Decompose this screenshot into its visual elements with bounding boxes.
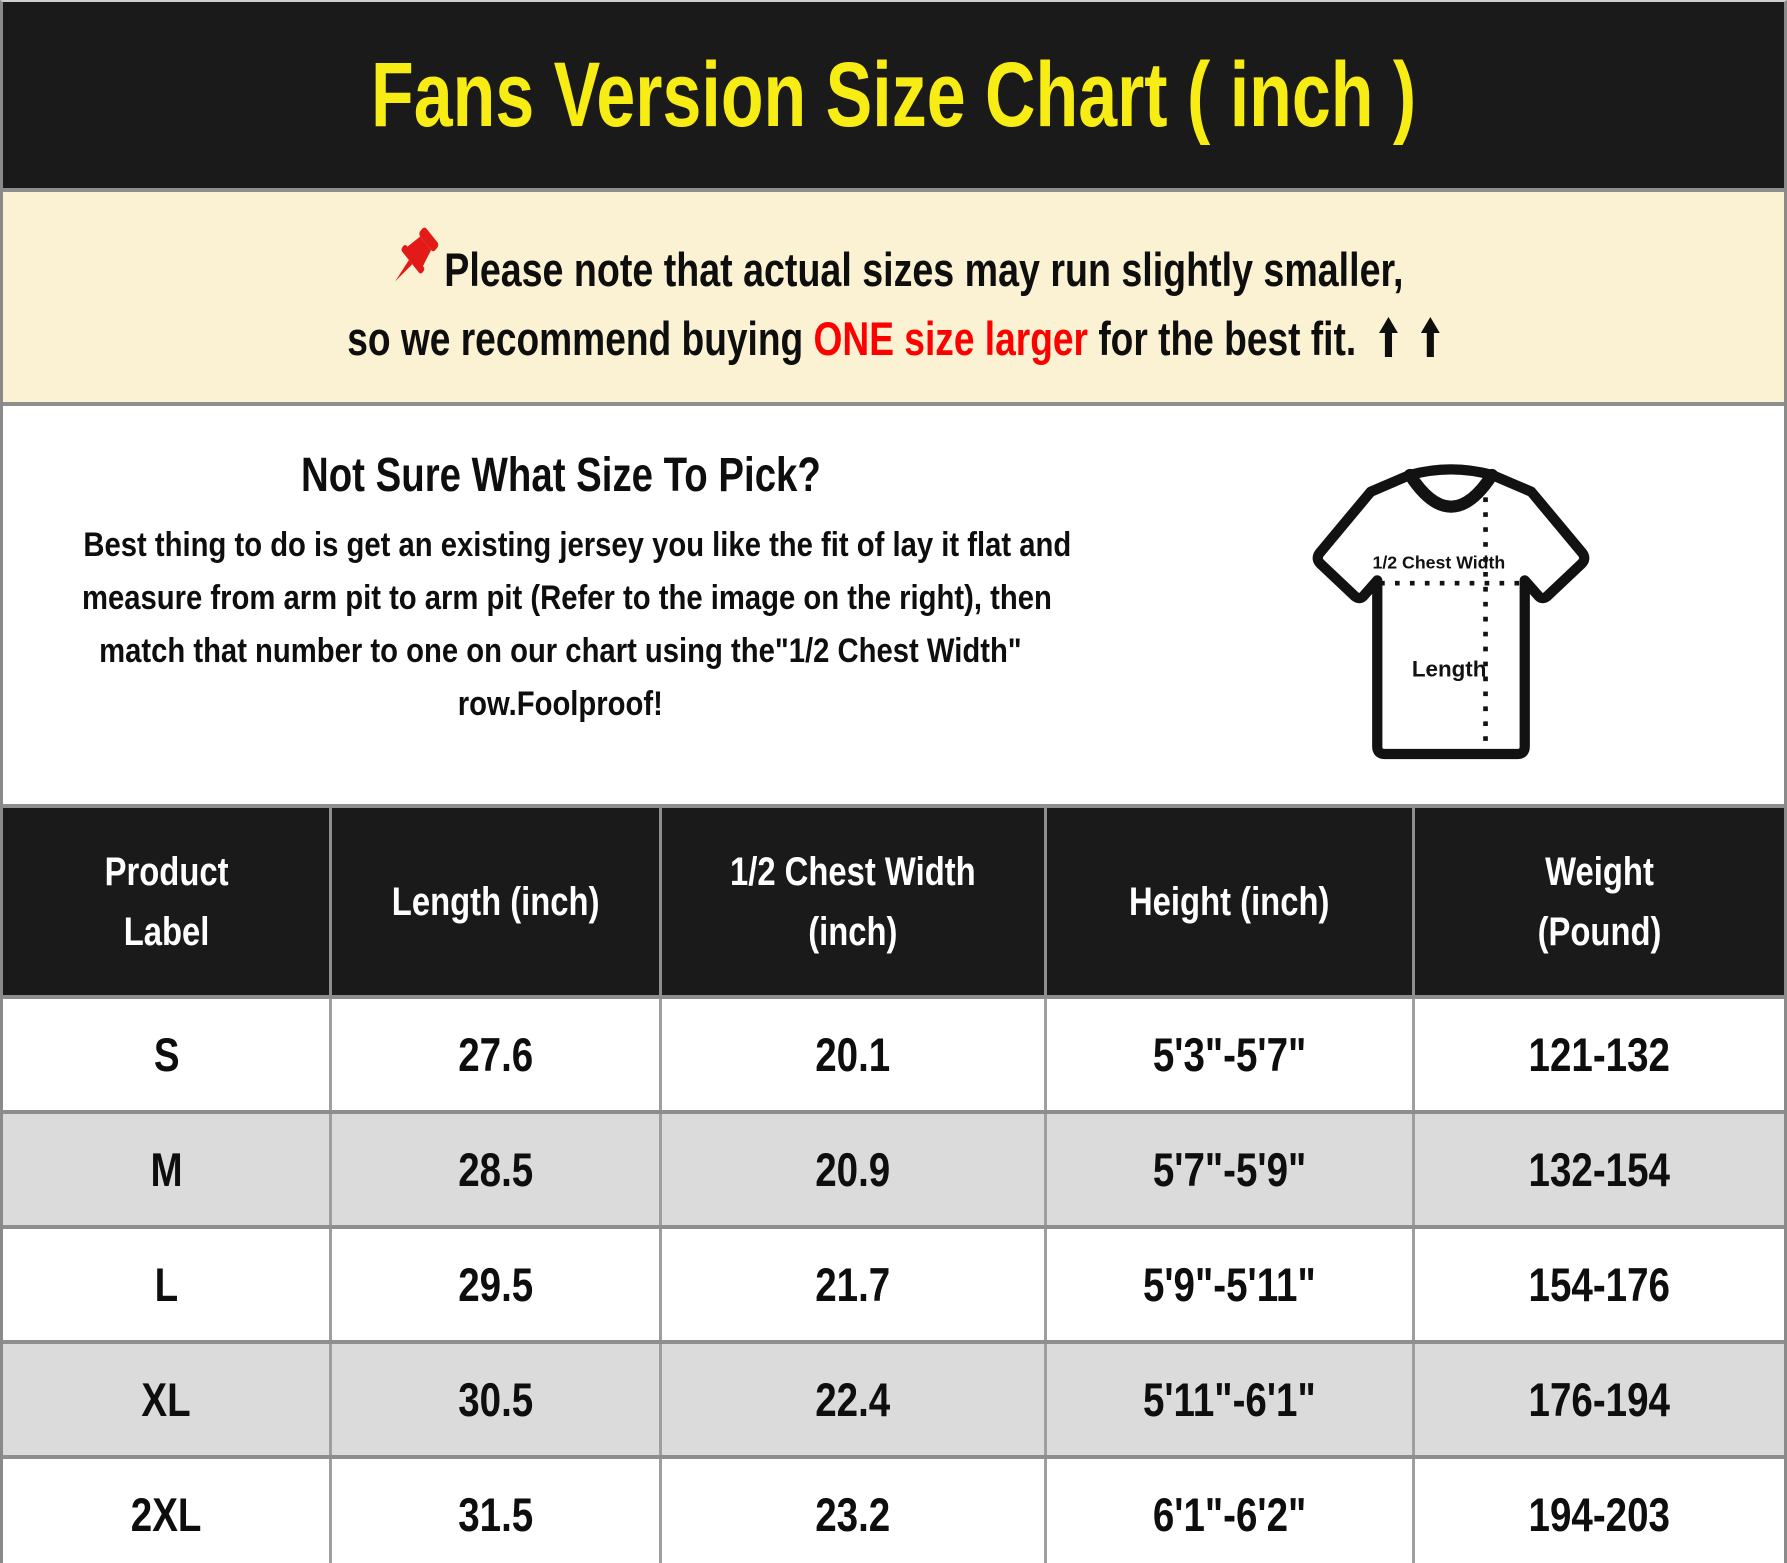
cell-size-label: XL [3,1344,333,1455]
notice-line-1: Please note that actual sizes may run sl… [3,212,1784,296]
cell-chest-width: 20.1 [662,999,1047,1110]
up-arrow-icon [1420,316,1440,357]
cell-chest-width: 22.4 [662,1344,1047,1455]
cell-weight: 176-194 [1528,1373,1671,1426]
col-header-weight: Weight (Pound) [1537,849,1662,954]
notice-banner: Please note that actual sizes may run sl… [3,192,1784,406]
guide-line: match that number to one on our chart us… [99,632,1022,670]
cell-size-label: S [3,999,333,1110]
guide-line: row.Foolproof! [457,685,664,723]
table-row-2xl: 2XL 31.5 23.2 6'1"-6'2" 194-203 [3,1455,1784,1563]
cell-size-label: M [3,1114,333,1225]
page-title: Fans Version Size Chart ( inch ) [370,43,1417,146]
cell-height: 5'9"-5'11" [1047,1229,1416,1340]
notice-line-2-suffix: for the best fit. [1087,311,1357,365]
t-shirt-diagram: 1/2 Chest Width Length [1118,406,1784,804]
cell-chest-width: 23.2 [662,1459,1047,1563]
guide-line: Best thing to do is get an existing jers… [83,526,1072,564]
cell-length: 28.5 [332,1114,662,1225]
cell-length: 31.5 [332,1459,662,1563]
sizing-guide-section: Not Sure What Size To Pick? Best thing t… [3,406,1784,804]
guide-heading: Not Sure What Size To Pick? [300,449,821,502]
red-pushpin-icon [395,227,439,282]
sizing-guide-text: Not Sure What Size To Pick? Best thing t… [3,406,1118,804]
cell-height: 6'1"-6'2" [1047,1459,1416,1563]
cell-length: 27.6 [332,999,662,1110]
cell-size-label: L [3,1229,333,1340]
notice-line-2-prefix: so we recommend buying [347,311,814,365]
t-shirt-icon: 1/2 Chest Width Length [1312,464,1590,760]
up-arrow-icon [1379,316,1398,357]
cell-height: 5'11"-6'1" [1047,1344,1416,1455]
col-header-product-label: Product Label [3,808,333,995]
cell-height: 5'3"-5'7" [1047,999,1416,1110]
table-header-row: Product Label Length (inch) 1/2 Chest Wi… [3,808,1784,995]
cell-weight: 121-132 [1528,1028,1671,1081]
cell-length: 30.5 [332,1344,662,1455]
notice-line-2: so we recommend buying ONE size larger f… [3,296,1784,380]
cell-weight: 132-154 [1528,1143,1671,1196]
notice-highlight: ONE size larger [813,311,1088,365]
cell-weight: 194-203 [1528,1488,1671,1541]
cell-length: 29.5 [332,1229,662,1340]
cell-chest-width: 20.9 [662,1114,1047,1225]
col-header-length: Length (inch) [332,808,662,995]
chest-width-label: 1/2 Chest Width [1372,552,1505,572]
size-table: Product Label Length (inch) 1/2 Chest Wi… [3,804,1784,1563]
col-header-chest-width: 1/2 Chest Width (inch) [662,808,1047,995]
title-bar: Fans Version Size Chart ( inch ) [3,2,1784,192]
cell-chest-width: 21.7 [662,1229,1047,1340]
length-label: Length [1412,657,1487,682]
guide-line: measure from arm pit to arm pit (Refer t… [81,579,1052,617]
col-header-height: Height (inch) [1047,808,1416,995]
table-row-m: M 28.5 20.9 5'7"-5'9" 132-154 [3,1110,1784,1225]
cell-size-label: 2XL [3,1459,333,1563]
table-row-xl: XL 30.5 22.4 5'11"-6'1" 176-194 [3,1340,1784,1455]
table-row-s: S 27.6 20.1 5'3"-5'7" 121-132 [3,995,1784,1110]
table-row-l: L 29.5 21.7 5'9"-5'11" 154-176 [3,1225,1784,1340]
notice-line-1-text: Please note that actual sizes may run sl… [444,242,1404,296]
cell-weight: 154-176 [1528,1258,1671,1311]
cell-height: 5'7"-5'9" [1047,1114,1416,1225]
